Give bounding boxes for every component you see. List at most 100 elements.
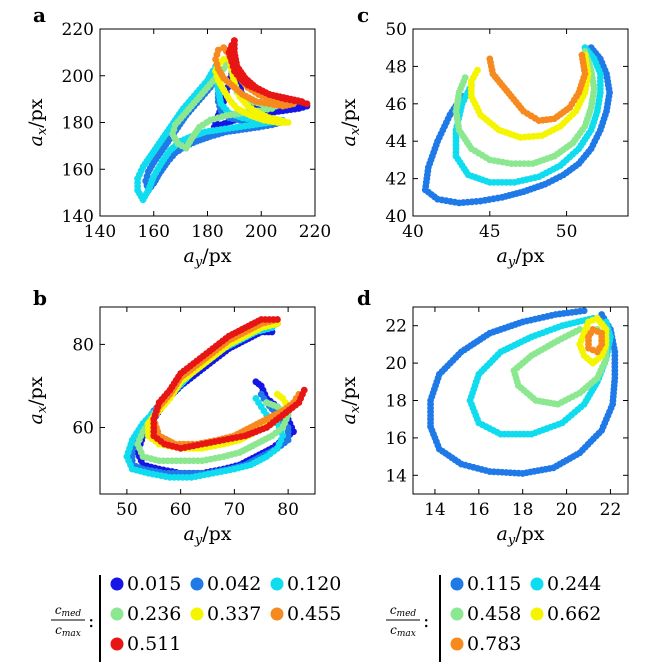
y-tick-label: 44	[385, 132, 407, 152]
y-tick-label: 180	[62, 114, 94, 134]
legend-marker	[190, 577, 204, 591]
data-point	[220, 55, 228, 63]
y-tick-label: 60	[72, 419, 94, 439]
legend-label: 0.458	[467, 603, 521, 625]
data-points	[427, 307, 619, 477]
series-0.458	[510, 326, 610, 408]
y-axis-label: ax/px	[25, 98, 50, 146]
x-tick-label: 80	[277, 500, 299, 520]
data-points	[123, 316, 308, 481]
legend-marker	[110, 577, 124, 591]
legend-marker	[530, 607, 544, 621]
data-point	[214, 65, 222, 73]
x-tick-label: 40	[402, 222, 424, 242]
legend-label: 0.015	[127, 573, 181, 595]
legend-fraction-numerator: cmed	[55, 603, 82, 619]
legend-marker	[530, 577, 544, 591]
legend-label: 0.115	[467, 573, 521, 595]
series-0.115	[421, 44, 613, 207]
legend-marker	[190, 607, 204, 621]
plot-frame	[99, 306, 316, 495]
series-0.783	[486, 51, 589, 125]
x-tick-label: 200	[245, 222, 277, 242]
series-0.511	[150, 316, 308, 452]
data-points	[134, 37, 311, 204]
legend-marker	[270, 607, 284, 621]
data-point	[139, 196, 147, 204]
data-point	[252, 395, 260, 402]
series-0.458	[452, 48, 598, 168]
x-axis-label: ay/px	[184, 245, 232, 270]
panel-a: a 140 160 180 200 220 140 160 180 200 220 ay/px ax/p…	[25, 3, 331, 270]
y-tick-label: 16	[385, 429, 407, 449]
panels: a 140 160 180 200 220 140 160 180 200 220 ay/px ax/p…	[25, 3, 629, 548]
legend-fraction-denominator: cmax	[390, 623, 416, 639]
x-tick-label: 22	[600, 500, 622, 520]
y-tick-label: 140	[62, 207, 94, 227]
legend-marker	[270, 577, 284, 591]
panel-d: d 14 16 18 20 22 14 16 18 20 22 ay/px ax/px	[338, 286, 629, 548]
x-tick-label: 45	[479, 222, 501, 242]
series-0.662	[467, 51, 592, 141]
panel-letter: b	[33, 286, 47, 310]
legend-label: 0.783	[467, 633, 521, 655]
data-point	[230, 37, 238, 45]
x-tick-label: 50	[116, 500, 138, 520]
legend-fraction-numerator: cmed	[390, 603, 417, 619]
data-point	[182, 144, 190, 152]
legend-label: 0.455	[287, 603, 341, 625]
y-tick-label: 40	[385, 207, 407, 227]
x-tick-label: 50	[556, 222, 578, 242]
y-tick-label: 20	[385, 354, 407, 374]
plot-frame	[412, 306, 629, 495]
x-tick-label: 18	[512, 500, 534, 520]
data-point	[220, 86, 228, 94]
legend-fraction-denominator: cmax	[55, 623, 81, 639]
legend-colon: :	[88, 610, 94, 632]
y-tick-label: 50	[385, 20, 407, 40]
y-tick-label: 14	[385, 466, 407, 486]
panel-letter: c	[357, 3, 369, 27]
y-axis-label: ax/px	[25, 376, 50, 424]
x-tick-label: 16	[468, 500, 490, 520]
x-axis-label: ay/px	[184, 523, 232, 548]
y-tick-label: 46	[385, 95, 407, 115]
legend-label: 0.511	[127, 633, 181, 655]
x-tick-label: 60	[170, 500, 192, 520]
series-0.244	[466, 314, 614, 438]
legend-marker	[450, 607, 464, 621]
legend-right: cmed cmax: 0.115 0.244 0.458 0.662 0.783	[386, 573, 601, 662]
y-axis-label: ax/px	[338, 98, 363, 146]
legend-marker	[110, 637, 124, 651]
legend-label: 0.337	[207, 603, 261, 625]
x-tick-label: 180	[191, 222, 223, 242]
data-point	[300, 386, 308, 394]
legend-marker	[450, 577, 464, 591]
x-tick-label: 140	[84, 222, 116, 242]
legend-marker	[110, 607, 124, 621]
panel-b: b 50 60 70 80 60 80 ay/px ax/px	[25, 286, 316, 548]
y-axis-label: ax/px	[338, 376, 363, 424]
data-point	[578, 51, 586, 59]
y-tick-label: 18	[385, 392, 407, 412]
legend-label: 0.662	[547, 603, 601, 625]
legend-label: 0.120	[287, 573, 341, 595]
plot-frame	[412, 28, 629, 217]
x-tick-label: 20	[556, 500, 578, 520]
legend-marker	[450, 637, 464, 651]
data-point	[585, 333, 592, 341]
legend-label: 0.236	[127, 603, 181, 625]
legend-label: 0.042	[207, 573, 261, 595]
y-tick-label: 220	[62, 20, 94, 40]
y-tick-label: 22	[385, 317, 407, 337]
panel-c: c 40 45 50 40 42 44 46 48 50 ay/px ax/px	[338, 3, 629, 270]
data-points	[421, 44, 613, 207]
x-tick-label: 220	[299, 222, 331, 242]
panel-letter: d	[357, 286, 371, 310]
y-tick-label: 42	[385, 170, 407, 190]
series-0.337	[144, 320, 292, 452]
data-point	[263, 399, 271, 406]
y-tick-label: 160	[62, 160, 94, 180]
x-tick-label: 160	[138, 222, 170, 242]
